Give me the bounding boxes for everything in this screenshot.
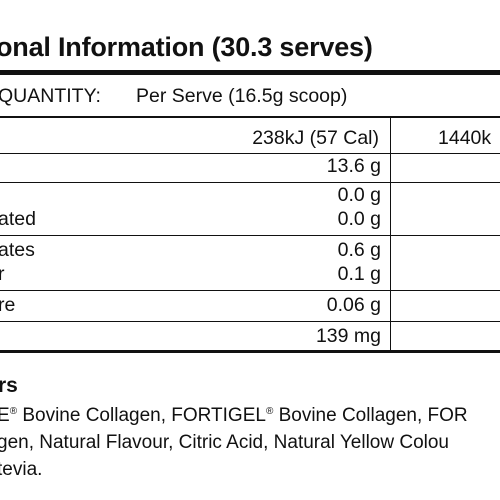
- row-rule: [0, 321, 500, 322]
- moisture-per-serve: 0.06 g: [326, 294, 381, 316]
- sugar-label: r: [0, 263, 5, 285]
- ingredients-heading: rs: [0, 374, 18, 397]
- row-rule: [0, 235, 500, 236]
- quantity-header: QUANTITY:: [0, 85, 101, 107]
- energy-per-serve: 238kJ (57 Cal): [252, 127, 379, 149]
- ingredients-line-1-mid: Bovine Collagen, FORTIGEL: [17, 405, 266, 426]
- ingredients-line-1: E® Bovine Collagen, FORTIGEL® Bovine Col…: [0, 406, 468, 425]
- registered-mark: ®: [265, 406, 274, 417]
- column-divider: [390, 118, 391, 350]
- energy-per-100g: 1440k: [438, 127, 492, 149]
- table-bottom-rule: [0, 350, 500, 353]
- panel-title: onal Information (30.3 serves): [0, 32, 373, 62]
- registered-mark: ®: [9, 406, 18, 417]
- protein-per-serve: 13.6 g: [326, 155, 381, 177]
- row-rule: [0, 182, 500, 183]
- ingredients-line-1-start: E: [0, 405, 10, 426]
- title-rule: [0, 70, 500, 75]
- saturated-label: ated: [0, 208, 36, 230]
- carbohydrates-per-serve: 0.6 g: [337, 239, 381, 261]
- row-rule: [0, 290, 500, 291]
- moisture-label: re: [0, 294, 16, 316]
- sodium-per-serve: 139 mg: [315, 325, 381, 347]
- per-serve-header: Per Serve (16.5g scoop): [136, 85, 348, 107]
- sugar-per-serve: 0.1 g: [337, 263, 381, 285]
- carbohydrates-label: ates: [0, 239, 35, 261]
- header-rule: [0, 116, 500, 118]
- ingredients-line-1-end: Bovine Collagen, FOR: [273, 405, 468, 426]
- row-rule: [0, 153, 500, 154]
- ingredients-line-3: tevia.: [0, 459, 43, 480]
- fat-total-per-serve: 0.0 g: [337, 184, 381, 206]
- saturated-per-serve: 0.0 g: [337, 208, 381, 230]
- ingredients-line-2: gen, Natural Flavour, Citric Acid, Natur…: [0, 432, 450, 453]
